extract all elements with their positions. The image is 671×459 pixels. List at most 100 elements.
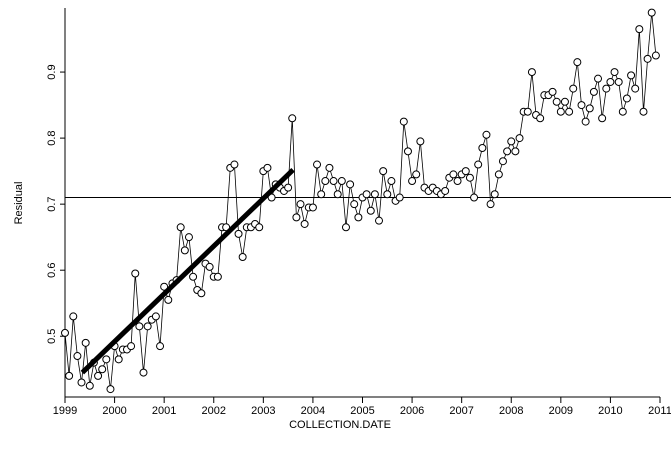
marker — [333, 190, 342, 199]
marker — [490, 190, 499, 199]
marker — [292, 213, 301, 222]
marker — [399, 117, 408, 126]
marker — [131, 269, 140, 278]
x-tick-label: 2011 — [648, 405, 671, 417]
marker — [350, 200, 359, 209]
marker — [98, 365, 107, 374]
marker — [470, 193, 479, 202]
marker — [321, 177, 330, 186]
marker — [69, 312, 78, 321]
x-tick-label: 1999 — [53, 405, 77, 417]
x-tick-label: 2009 — [549, 405, 573, 417]
marker — [453, 177, 462, 186]
marker — [461, 167, 470, 176]
marker — [156, 342, 165, 351]
x-tick-label: 2006 — [400, 405, 424, 417]
y-tick-label: 0.5 — [46, 329, 58, 344]
y-axis-label: Residual — [13, 182, 25, 225]
marker — [205, 262, 214, 271]
marker — [606, 77, 615, 86]
marker — [494, 170, 503, 179]
marker — [441, 186, 450, 195]
marker — [511, 147, 520, 156]
marker — [556, 107, 565, 116]
marker — [639, 107, 648, 116]
marker — [189, 272, 198, 281]
marker — [313, 160, 322, 169]
marker — [618, 107, 627, 116]
marker — [362, 190, 371, 199]
marker — [114, 355, 123, 364]
marker — [317, 190, 326, 199]
marker — [102, 355, 111, 364]
y-tick-label: 0.6 — [46, 263, 58, 278]
marker — [300, 219, 309, 228]
trend-line — [80, 168, 295, 375]
marker — [230, 160, 239, 169]
marker — [329, 177, 338, 186]
marker — [255, 223, 264, 232]
marker — [395, 193, 404, 202]
marker — [184, 233, 193, 242]
marker — [238, 252, 247, 261]
x-tick-label: 2002 — [202, 405, 226, 417]
marker — [213, 272, 222, 281]
marker — [135, 322, 144, 331]
marker — [515, 134, 524, 143]
marker — [602, 84, 611, 93]
marker — [267, 193, 276, 202]
marker — [552, 97, 561, 106]
marker — [375, 216, 384, 225]
marker — [486, 200, 495, 209]
marker — [77, 378, 86, 387]
marker — [635, 25, 644, 34]
marker — [143, 322, 152, 331]
marker — [341, 223, 350, 232]
y-tick-label: 0.9 — [46, 64, 58, 79]
marker — [346, 180, 355, 189]
marker — [387, 177, 396, 186]
marker — [507, 137, 516, 146]
marker — [403, 147, 412, 156]
marker — [589, 87, 598, 96]
marker — [127, 342, 136, 351]
x-axis-label: COLLECTION.DATE — [289, 419, 391, 431]
marker — [61, 328, 69, 337]
marker — [263, 163, 272, 172]
marker — [234, 229, 243, 238]
marker — [379, 167, 388, 176]
marker — [548, 87, 557, 96]
x-tick-label: 2007 — [449, 405, 473, 417]
marker — [354, 213, 363, 222]
marker — [412, 170, 421, 179]
marker — [65, 371, 74, 380]
marker — [498, 157, 507, 166]
marker — [85, 381, 94, 390]
marker — [164, 295, 173, 304]
marker — [73, 352, 82, 361]
marker — [139, 368, 148, 377]
marker — [370, 190, 379, 199]
marker — [598, 114, 607, 123]
x-tick-label: 2005 — [350, 405, 374, 417]
y-tick-label: 0.8 — [46, 130, 58, 145]
marker — [503, 147, 512, 156]
marker — [560, 97, 569, 106]
marker — [180, 246, 189, 255]
x-tick-label: 2008 — [499, 405, 523, 417]
marker — [631, 84, 640, 93]
x-tick-label: 2003 — [251, 405, 275, 417]
marker — [523, 107, 532, 116]
marker — [449, 170, 458, 179]
marker — [197, 289, 206, 298]
marker — [383, 190, 392, 199]
marker — [610, 68, 619, 77]
marker — [647, 8, 656, 17]
marker — [308, 203, 317, 212]
marker — [288, 114, 297, 123]
marker — [622, 94, 631, 103]
marker — [594, 74, 603, 83]
marker — [296, 200, 305, 209]
x-tick-label: 2000 — [102, 405, 126, 417]
